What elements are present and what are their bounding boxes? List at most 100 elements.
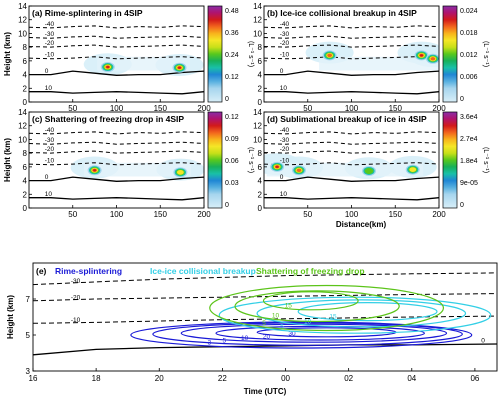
legend-shattering: Shattering of freezing drop [256, 266, 365, 276]
y-tick-label: 8 [258, 149, 263, 158]
isotherm-label: -30 [280, 31, 290, 38]
colorbar-tick-label: 3.6e4 [460, 114, 478, 121]
panel-c-title: (c) Shattering of freezing drop in 4SIP [32, 114, 184, 124]
y-tick-label: 10 [253, 29, 262, 38]
contour-label: 5 [262, 320, 266, 327]
colorbar-bar [442, 5, 458, 103]
panel-b-colorbar: 0.024 0.018 0.012 0.006 0 (L⁻¹ s⁻¹) [442, 5, 489, 103]
process-contour [262, 291, 359, 311]
x-tick-label: 200 [197, 210, 211, 219]
isotherm-label: -10 [71, 317, 81, 324]
isotherm-label: -30 [71, 278, 81, 285]
y-tick-label: 2 [258, 190, 263, 199]
colorbar-tick-label: 0.12 [225, 114, 239, 121]
isotherm-label: -30 [45, 31, 55, 38]
isotherm-line [264, 91, 439, 95]
panel-d-xlabel: Distance(km) [336, 220, 387, 229]
isotherm-label: 10 [280, 191, 288, 198]
panel-e-ylabel: Height (km) [6, 295, 15, 339]
y-tick-label: 12 [253, 122, 262, 131]
isotherm-line [29, 25, 204, 29]
x-tick-label: 100 [345, 210, 359, 219]
colorbar-tick-label: 0.24 [225, 52, 239, 59]
panel-a-colorbar: 0.48 0.36 0.24 0.12 0 (L⁻¹ s⁻¹) [207, 5, 254, 103]
y-tick-label: 0 [258, 98, 263, 107]
process-rate-blob [178, 66, 181, 69]
isotherm-label: 0 [280, 68, 284, 75]
x-tick-label: 04 [407, 374, 416, 383]
colorbar-bar [207, 5, 223, 103]
isotherm-line [33, 343, 497, 356]
panel-d: -40 -30 -20 -10 0 10 (d) Sublimational breaku… [253, 108, 489, 219]
process-contour [130, 321, 473, 349]
y-tick-label: 14 [18, 2, 27, 11]
isotherm-label: -20 [45, 40, 55, 47]
isotherm-line [264, 197, 439, 201]
x-tick-label: 22 [218, 374, 227, 383]
y-tick-label: 10 [253, 135, 262, 144]
isotherm-label: -10 [45, 52, 55, 59]
isotherm-line [29, 56, 204, 60]
colorbar-unit: (L⁻¹ s⁻¹) [247, 41, 254, 67]
colorbar-bar [207, 111, 223, 209]
y-tick-label: 5 [26, 331, 31, 340]
isotherm-label: -10 [45, 158, 55, 165]
process-rate-blob [327, 53, 333, 58]
panel-c: -40 -30 -20 -10 0 10 (c) Shattering of freezi… [3, 108, 254, 219]
colorbar-tick-label: 0 [225, 96, 229, 103]
isotherm-label: -40 [45, 127, 55, 134]
isotherm-line [29, 150, 204, 154]
colorbar-tick-label: 0.024 [460, 8, 478, 15]
cloud-layer [84, 162, 191, 177]
panel-a-body: -40 -30 -20 -10 0 10 [29, 21, 204, 95]
process-rate-blob [106, 65, 110, 69]
colorbar-tick-label: 0.06 [225, 158, 239, 165]
contour-label: 20 [263, 333, 271, 340]
y-tick-label: 8 [23, 149, 28, 158]
colorbar-bar [442, 111, 458, 209]
panel-e-xlabel: Time (UTC) [244, 387, 287, 396]
isotherm-label: 0 [280, 174, 284, 181]
x-tick-label: 18 [92, 374, 101, 383]
isotherm-line [264, 131, 439, 135]
x-tick-label: 150 [389, 104, 403, 113]
x-tick-label: 100 [345, 104, 359, 113]
isotherm-label: 0 [481, 338, 485, 345]
isotherm-label: -30 [280, 137, 290, 144]
y-tick-label: 2 [23, 190, 28, 199]
isotherm-label: -30 [45, 137, 55, 144]
panel-c-colorbar: 0.12 0.09 0.06 0.03 0 (L⁻¹ s⁻¹) [207, 111, 254, 209]
colorbar-tick-label: 0.12 [225, 74, 239, 81]
x-tick-label: 150 [154, 210, 168, 219]
y-tick-label: 4 [258, 177, 263, 186]
process-rate-blob [420, 54, 423, 57]
x-tick-label: 200 [432, 104, 446, 113]
isotherm-line [29, 162, 204, 166]
y-tick-label: 2 [258, 84, 263, 93]
colorbar-tick-label: 0 [225, 202, 229, 209]
process-rate-blob [430, 57, 436, 61]
isotherm-line [264, 25, 439, 29]
process-contour [180, 323, 448, 343]
y-tick-label: 3 [26, 367, 31, 376]
panel-d-title: (d) Sublimational breakup of ice in 4SIP [267, 114, 427, 124]
y-tick-label: 0 [23, 98, 28, 107]
panel-c-body: -40 -30 -20 -10 0 10 [29, 127, 204, 201]
isotherm-label: 10 [45, 191, 53, 198]
process-contour [256, 299, 467, 328]
y-tick-label: 12 [18, 16, 27, 25]
contour-label: 10 [272, 313, 280, 320]
y-tick-label: 6 [23, 163, 28, 172]
colorbar-tick-label: 0 [460, 202, 464, 209]
panel-d-colorbar: 3.6e4 2.7e4 1.8e4 9e-05 0 (L⁻¹ s⁻¹) [442, 111, 489, 209]
y-tick-label: 0 [23, 204, 28, 213]
isotherm-label: -20 [280, 40, 290, 47]
panel-a-title: (a) Rime-splintering in 4SIP [32, 8, 143, 18]
panel-a-frame [28, 5, 205, 103]
isotherm-label: 0 [45, 68, 49, 75]
panel-a-ylabel: Height (km) [3, 32, 12, 76]
